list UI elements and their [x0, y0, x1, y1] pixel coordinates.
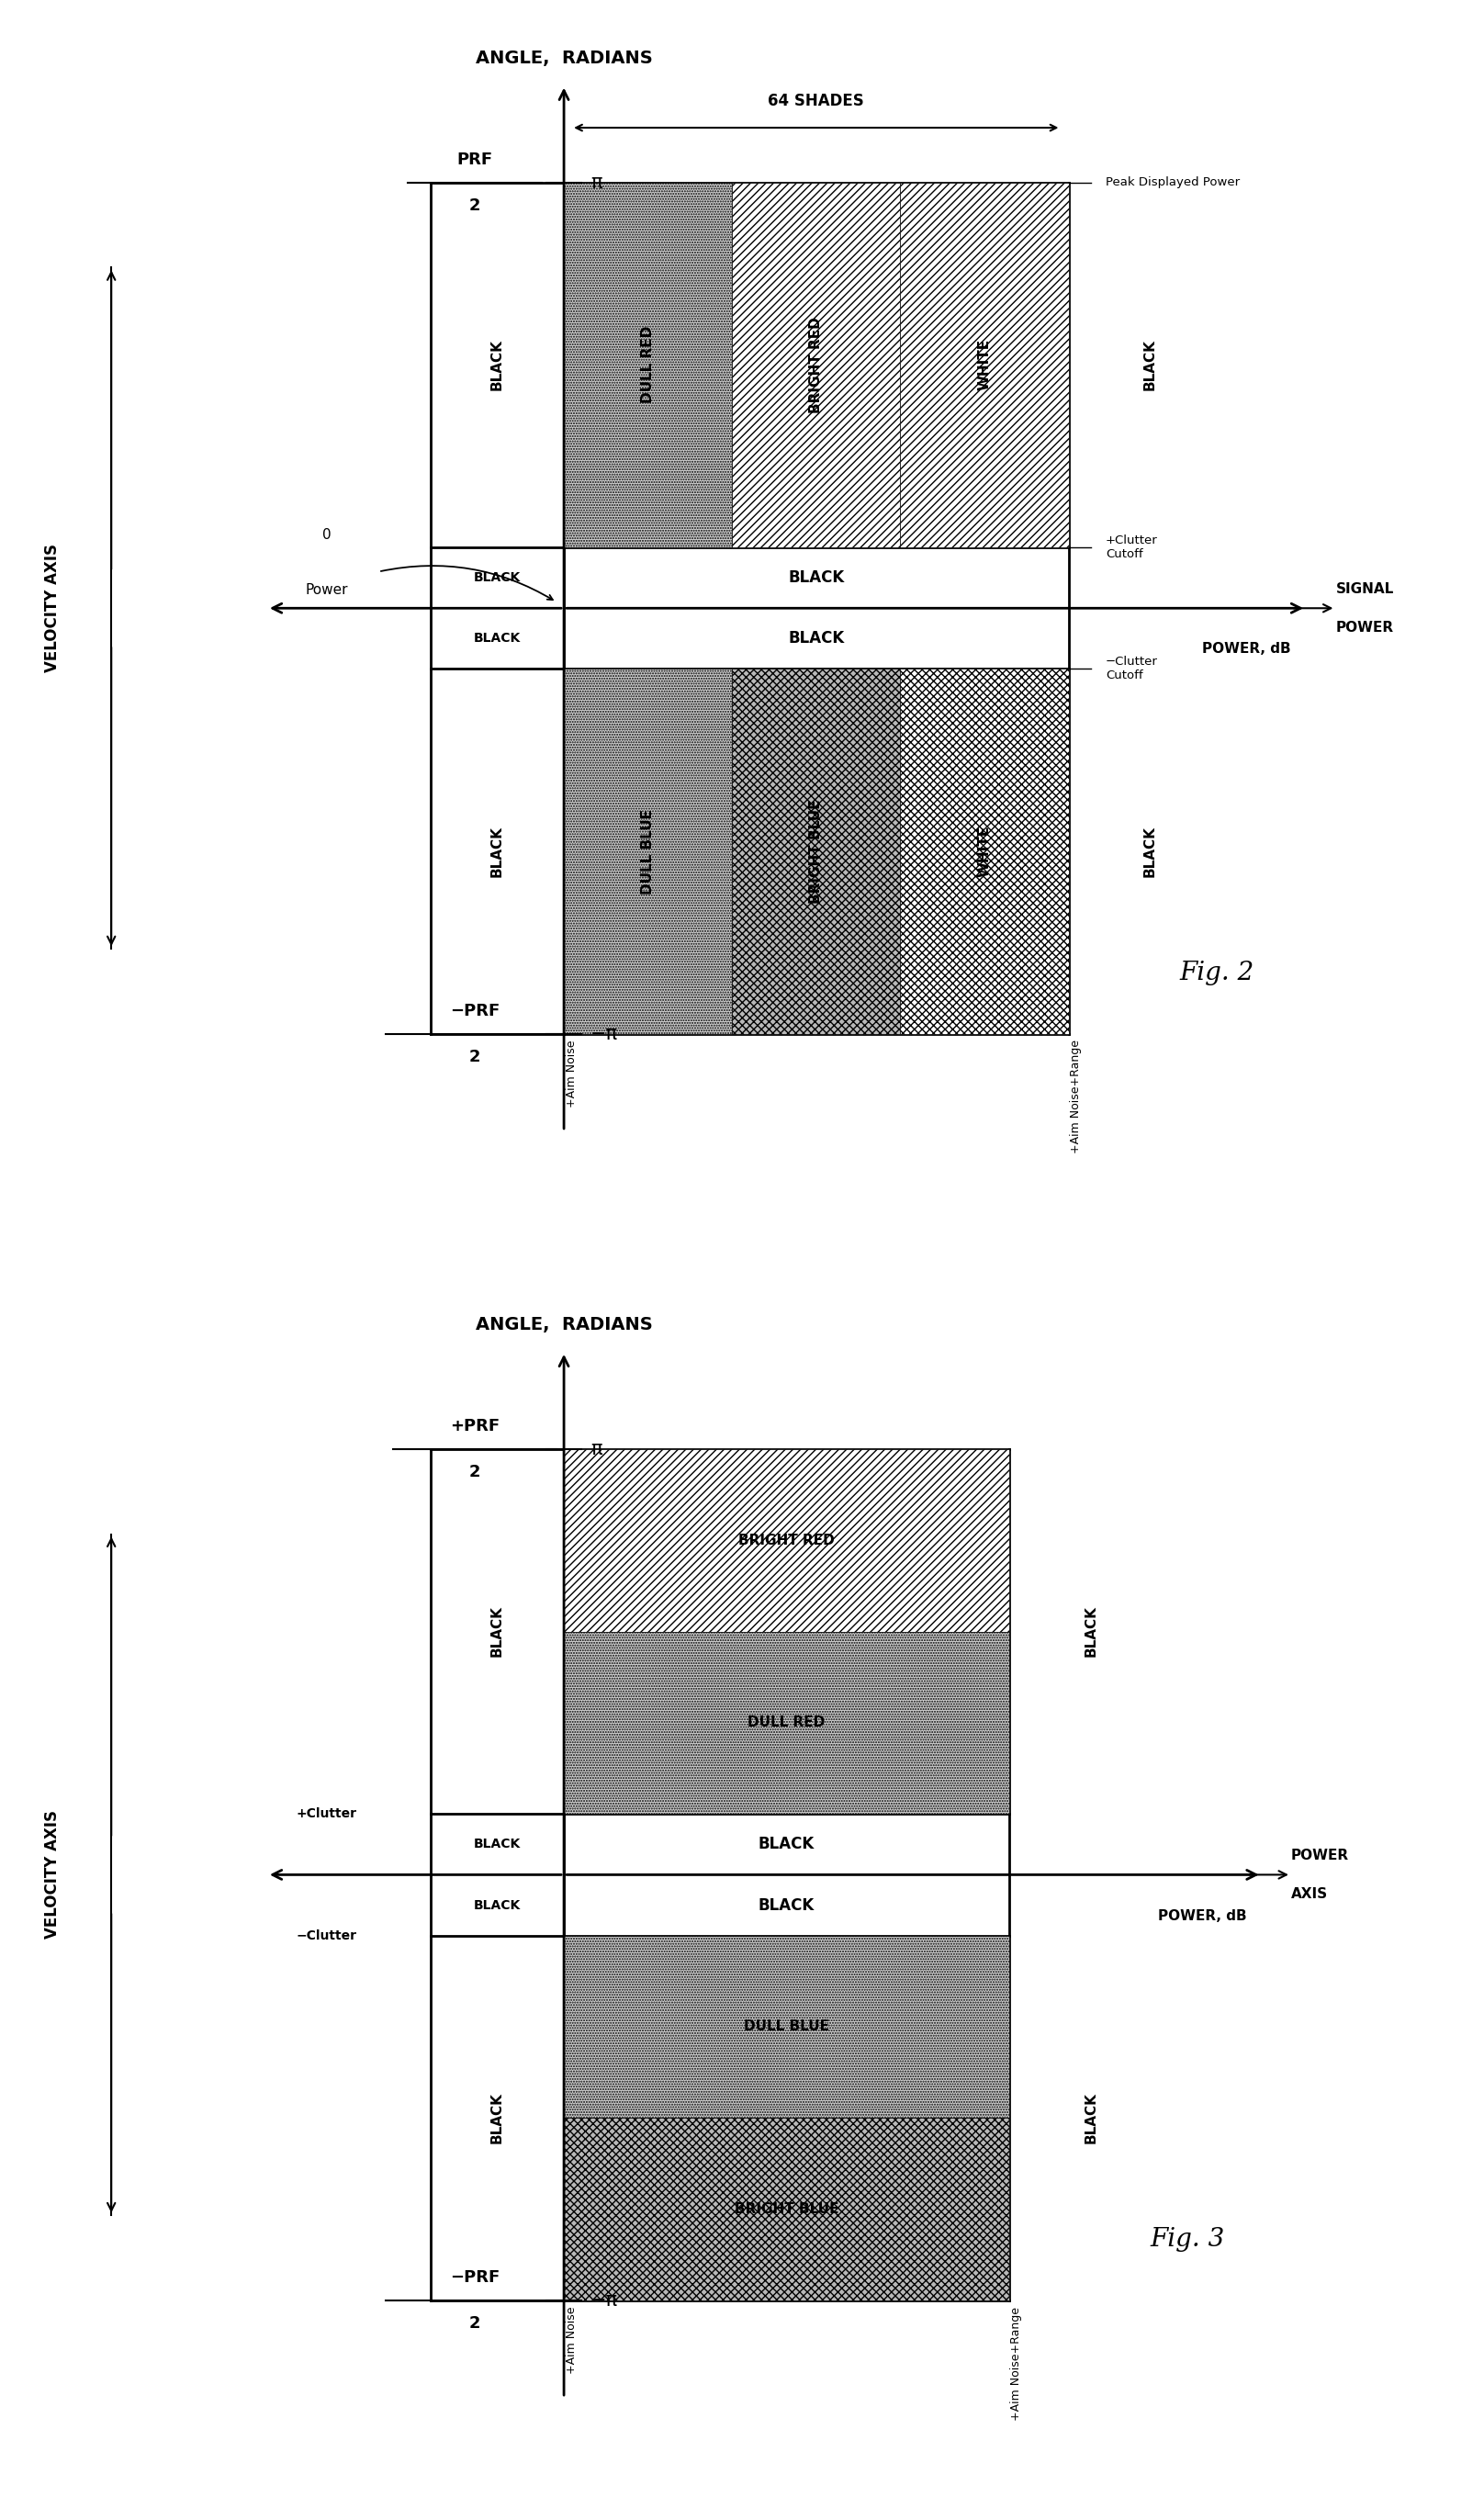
Text: BLACK: BLACK [490, 825, 505, 878]
Text: +Clutter: +Clutter [297, 1808, 356, 1821]
Text: BLACK: BLACK [473, 1838, 521, 1851]
Text: Fig. 3: Fig. 3 [1150, 2227, 1224, 2252]
Text: DULL BLUE: DULL BLUE [641, 808, 654, 895]
Text: BLACK: BLACK [1143, 825, 1158, 878]
Text: WHITE: WHITE [978, 339, 991, 391]
Text: AXIS: AXIS [1291, 1886, 1328, 1901]
Text: Fig. 2: Fig. 2 [1180, 961, 1254, 986]
Text: BLACK: BLACK [1083, 2092, 1098, 2144]
Bar [564, 2117, 1009, 2300]
Text: BLACK: BLACK [490, 1605, 505, 1658]
Text: BLACK: BLACK [1083, 1605, 1098, 1658]
Text: +Aim Noise: +Aim Noise [565, 1041, 577, 1109]
Text: SIGNAL: SIGNAL [1336, 582, 1393, 597]
Bar [564, 670, 732, 1033]
Bar [732, 670, 901, 1033]
Text: ANGLE,  RADIANS: ANGLE, RADIANS [475, 1317, 653, 1334]
Text: POWER, dB: POWER, dB [1158, 1909, 1247, 1924]
Text: 64 SHADES: 64 SHADES [769, 93, 864, 110]
Text: +Aim Noise+Range: +Aim Noise+Range [1070, 1041, 1082, 1154]
Text: −Clutter: −Clutter [297, 1929, 356, 1941]
Text: Peak Displayed Power: Peak Displayed Power [1106, 176, 1239, 188]
Text: PRF: PRF [457, 150, 493, 168]
Text: BLACK: BLACK [758, 1836, 815, 1853]
Text: POWER: POWER [1291, 1848, 1349, 1863]
Text: DULL RED: DULL RED [748, 1715, 825, 1731]
Text: BLACK: BLACK [473, 1899, 521, 1911]
Text: WHITE: WHITE [978, 825, 991, 878]
Text: +Aim Noise: +Aim Noise [565, 2307, 577, 2375]
Bar [901, 670, 1068, 1033]
Text: −PRF: −PRF [450, 2270, 500, 2285]
Text: VELOCITY AXIS: VELOCITY AXIS [43, 544, 61, 672]
Text: −π: −π [591, 1026, 619, 1043]
Text: π: π [591, 173, 603, 191]
Bar [564, 183, 732, 547]
Text: DULL RED: DULL RED [641, 326, 654, 404]
Text: BRIGHT RED: BRIGHT RED [739, 1532, 834, 1547]
Text: 0: 0 [322, 529, 331, 542]
Text: BLACK: BLACK [473, 632, 521, 645]
Text: BRIGHT BLUE: BRIGHT BLUE [735, 2202, 838, 2217]
Text: +PRF: +PRF [450, 1417, 500, 1435]
Text: +Aim Noise+Range: +Aim Noise+Range [1011, 2307, 1022, 2420]
Text: −π: −π [591, 2292, 619, 2310]
Bar [901, 183, 1068, 547]
Text: BLACK: BLACK [788, 569, 844, 587]
Text: +Clutter
Cutoff: +Clutter Cutoff [1106, 534, 1158, 559]
Text: 2: 2 [469, 1048, 481, 1066]
Text: 2: 2 [469, 198, 481, 213]
Text: POWER, dB: POWER, dB [1202, 642, 1291, 657]
Text: BLACK: BLACK [490, 339, 505, 391]
Text: BLACK: BLACK [758, 1896, 815, 1914]
Text: BLACK: BLACK [1143, 339, 1158, 391]
Text: BRIGHT BLUE: BRIGHT BLUE [809, 800, 824, 903]
Text: BLACK: BLACK [788, 630, 844, 647]
Text: BLACK: BLACK [473, 572, 521, 584]
Text: ANGLE,  RADIANS: ANGLE, RADIANS [475, 50, 653, 68]
Text: BLACK: BLACK [490, 2092, 505, 2144]
Text: −PRF: −PRF [450, 1003, 500, 1018]
Bar [564, 1450, 1009, 1633]
Text: 2: 2 [469, 2315, 481, 2332]
Text: POWER: POWER [1336, 619, 1393, 635]
Text: Power: Power [306, 582, 347, 597]
Text: −Clutter
Cutoff: −Clutter Cutoff [1106, 657, 1158, 682]
Text: DULL BLUE: DULL BLUE [743, 2019, 830, 2034]
Bar [564, 1936, 1009, 2117]
Bar [564, 1630, 1009, 1813]
Bar [732, 183, 901, 547]
Text: BRIGHT RED: BRIGHT RED [809, 316, 824, 414]
Text: VELOCITY AXIS: VELOCITY AXIS [43, 1811, 61, 1939]
Text: π: π [591, 1440, 603, 1457]
Text: 2: 2 [469, 1465, 481, 1480]
